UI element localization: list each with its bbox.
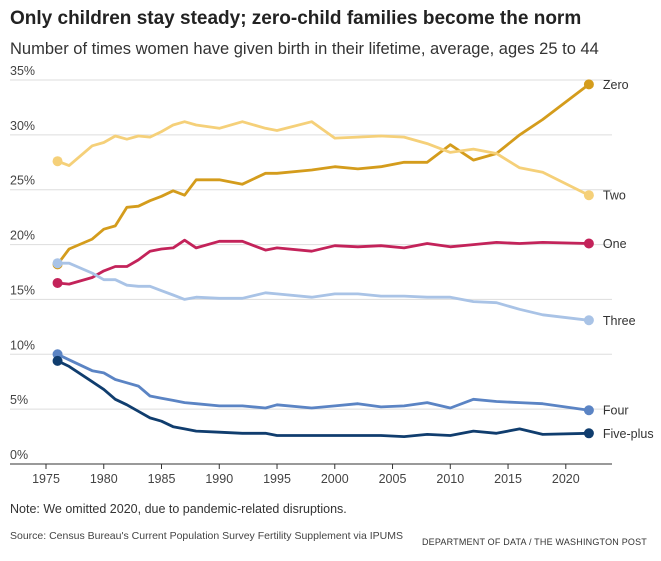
y-tick-label: 30%	[10, 119, 35, 133]
x-tick-label: 1980	[90, 472, 118, 486]
x-tick-label: 1985	[148, 472, 176, 486]
x-tick-label: 1995	[263, 472, 291, 486]
series-start-point-two	[52, 156, 63, 167]
chart-series-labels: Zero Two One Three Four Five-plus	[603, 78, 654, 441]
series-line-three	[56, 261, 591, 322]
y-axis-tick-labels: 0% 5% 10% 15% 20% 25% 30% 35%	[10, 64, 35, 462]
y-tick-label: 35%	[10, 64, 35, 78]
series-line-two	[56, 120, 591, 197]
series-end-point-two	[583, 190, 594, 201]
y-tick-label: 10%	[10, 338, 35, 352]
series-end-point-zero	[583, 79, 594, 90]
series-start-point-one	[52, 277, 63, 288]
chart-subtitle: Number of times women have given birth i…	[10, 40, 599, 58]
y-tick-label: 0%	[10, 448, 28, 462]
series-label-three: Three	[603, 314, 636, 328]
y-tick-label: 25%	[10, 174, 35, 188]
series-end-point-three	[583, 315, 594, 326]
series-label-two: Two	[603, 189, 626, 203]
y-tick-label: 15%	[10, 283, 35, 297]
x-tick-label: 1990	[205, 472, 233, 486]
x-tick-label: 2020	[552, 472, 580, 486]
chart-series-lines	[52, 79, 594, 439]
series-end-point-four	[583, 405, 594, 416]
x-tick-label: 2015	[494, 472, 522, 486]
series-end-point-five-plus	[583, 428, 594, 439]
series-label-zero: Zero	[603, 78, 629, 92]
series-label-five-plus: Five-plus	[603, 427, 654, 441]
series-line-zero	[56, 83, 591, 266]
x-axis-tick-labels: 1975 1980 1985 1990 1995 2000 2005 2010 2015 2020	[32, 464, 580, 486]
series-label-one: One	[603, 237, 627, 251]
series-end-point-one	[583, 238, 594, 249]
y-tick-label: 20%	[10, 229, 35, 243]
chart-credit: DEPARTMENT OF DATA / THE WASHINGTON POST	[421, 537, 647, 547]
x-tick-label: 1975	[32, 472, 60, 486]
chart-gridlines	[10, 79, 612, 465]
chart-source: Source: Census Bureau's Current Populati…	[10, 530, 404, 542]
x-tick-label: 2010	[436, 472, 464, 486]
y-tick-label: 5%	[10, 393, 28, 407]
x-tick-label: 2000	[321, 472, 349, 486]
series-start-point-five-plus	[52, 355, 63, 366]
x-tick-label: 2005	[379, 472, 407, 486]
chart-title: Only children stay steady; zero-child fa…	[10, 8, 582, 29]
series-line-four	[56, 352, 591, 412]
series-start-point-three	[52, 258, 63, 269]
series-line-five-plus	[56, 359, 591, 439]
chart-note: Note: We omitted 2020, due to pandemic-r…	[10, 502, 347, 516]
series-label-four: Four	[603, 404, 629, 418]
series-line-one	[56, 238, 591, 286]
line-chart: 0%5%10%15%20%25%30%35% 1975 1980 1985 1990 1…	[10, 64, 654, 486]
